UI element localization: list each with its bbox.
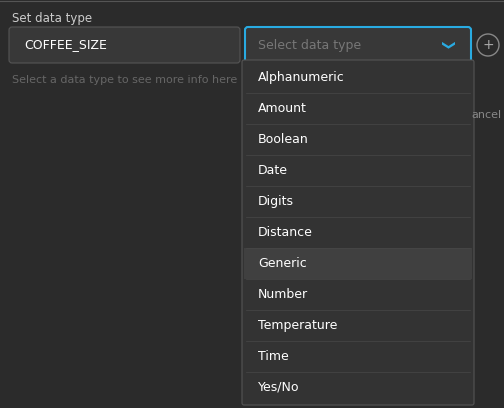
FancyBboxPatch shape [245, 27, 471, 63]
Text: Set data type: Set data type [12, 12, 92, 25]
Bar [244, 248, 472, 279]
Text: Select data type: Select data type [258, 38, 361, 51]
Text: Amount: Amount [258, 102, 307, 115]
Text: Distance: Distance [258, 226, 313, 239]
Text: Temperature: Temperature [258, 319, 337, 332]
Text: Select a data type to see more info here: Select a data type to see more info here [12, 75, 237, 85]
Text: Alphanumeric: Alphanumeric [258, 71, 345, 84]
Text: Digits: Digits [258, 195, 294, 208]
Text: ❯: ❯ [439, 40, 453, 50]
FancyBboxPatch shape [242, 60, 474, 405]
Text: Boolean: Boolean [258, 133, 309, 146]
Text: ancel: ancel [472, 110, 502, 120]
Text: Yes/No: Yes/No [258, 381, 299, 394]
Text: Date: Date [258, 164, 288, 177]
Text: COFFEE_SIZE: COFFEE_SIZE [24, 38, 107, 51]
FancyBboxPatch shape [9, 27, 240, 63]
Text: Number: Number [258, 288, 308, 301]
Text: +: + [482, 38, 494, 52]
Text: Time: Time [258, 350, 289, 363]
Text: Generic: Generic [258, 257, 307, 270]
